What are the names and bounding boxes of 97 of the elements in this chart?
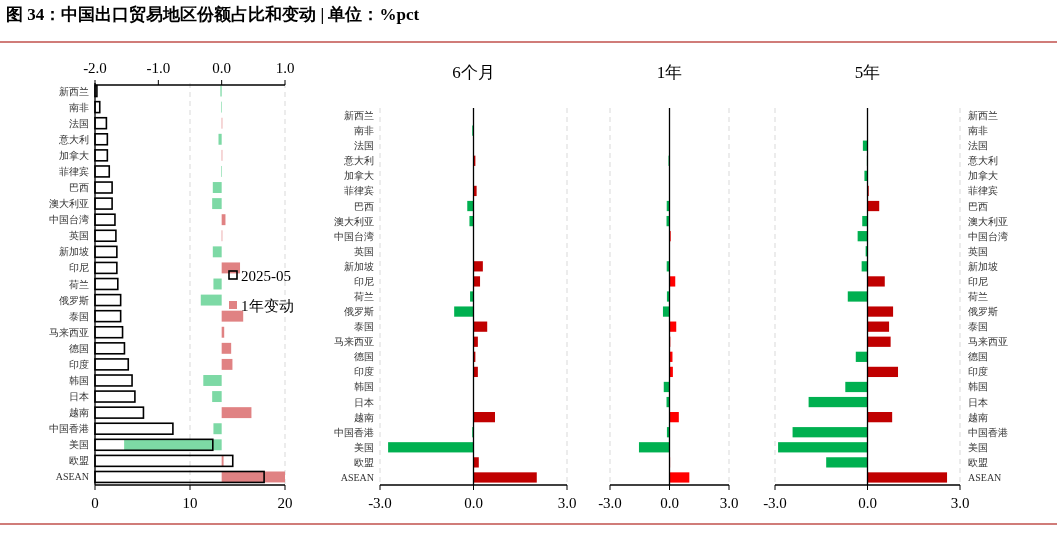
y-tick-label: 意大利 — [343, 155, 374, 167]
y-tick-label: 中国香港 — [968, 426, 1008, 438]
y-tick-label: 新加坡 — [968, 260, 998, 272]
y-tick-label: 巴西 — [968, 200, 988, 212]
x-tick-label: 0 — [91, 495, 99, 511]
y-tick-label: 菲律宾 — [968, 185, 998, 197]
y-tick-label: 美国 — [69, 439, 89, 451]
y-tick-label: 英国 — [69, 230, 89, 242]
y-tick-label: 印尼 — [968, 275, 988, 287]
chart-title: 图 34：中国出口贸易地区份额占比和变动 | 单位：%pct — [6, 5, 420, 24]
y-tick-label: 新加坡 — [59, 246, 89, 258]
y-tick-label: 俄罗斯 — [968, 306, 998, 318]
y-tick-label: 加拿大 — [59, 149, 89, 161]
y-tick-label: 美国 — [354, 441, 374, 453]
x-tick-label: 3.0 — [557, 495, 577, 511]
y-tick-label: 德国 — [354, 351, 374, 363]
y-tick-label: 英国 — [354, 245, 374, 257]
y-tick-label: 南非 — [69, 101, 89, 113]
y-tick-label: 韩国 — [69, 374, 89, 386]
y-tick-label: 新西兰 — [59, 85, 89, 97]
x2-tick-label: 0.0 — [212, 60, 232, 76]
y-tick-label: 新加坡 — [344, 260, 374, 272]
y-tick-label: 马来西亚 — [334, 336, 374, 348]
y-tick-label: 巴西 — [354, 200, 374, 212]
y-tick-label: 南非 — [354, 125, 374, 137]
y-tick-label: 印尼 — [69, 262, 89, 274]
y-tick-label: 越南 — [354, 411, 374, 423]
x2-tick-label: -1.0 — [146, 60, 171, 76]
y-tick-label: 菲律宾 — [59, 165, 89, 177]
y-tick-label: 荷兰 — [354, 291, 374, 302]
x-tick-label: -3.0 — [763, 495, 787, 511]
x2-tick-label: -2.0 — [83, 60, 107, 76]
x-tick-label: 3.0 — [950, 495, 970, 511]
y-tick-label: 泰国 — [69, 310, 89, 322]
y-tick-label: 中国香港 — [49, 423, 89, 435]
y-tick-label: 中国台湾 — [334, 230, 374, 242]
x-tick-label: 3.0 — [719, 495, 739, 511]
chart-title: 6个月 — [452, 63, 495, 82]
y-tick-label: 欧盟 — [968, 456, 988, 468]
x-tick-label: 20 — [277, 495, 293, 511]
y-tick-label: 俄罗斯 — [344, 306, 374, 318]
y-tick-label: 欧盟 — [354, 456, 374, 468]
y-tick-label: 法国 — [968, 140, 988, 152]
y-tick-label: 越南 — [69, 407, 89, 419]
chart-title: 5年 — [854, 63, 881, 82]
y-tick-label: 越南 — [968, 411, 988, 423]
y-tick-label: 泰国 — [354, 321, 374, 333]
y-tick-label: 菲律宾 — [344, 185, 374, 197]
x-tick-label: 0.0 — [660, 495, 679, 511]
y-tick-label: 荷兰 — [968, 291, 988, 302]
x-tick-label: -3.0 — [368, 495, 392, 511]
y-tick-label: 巴西 — [69, 182, 89, 194]
y-tick-label: 澳大利亚 — [49, 198, 89, 210]
x2-tick-label: 1.0 — [275, 60, 295, 76]
y-tick-label: 澳大利亚 — [968, 215, 1008, 227]
x-tick-label: 0.0 — [464, 495, 483, 511]
y-tick-label: 加拿大 — [344, 170, 374, 182]
y-tick-label: 德国 — [968, 351, 988, 363]
y-tick-label: 韩国 — [968, 381, 988, 393]
y-tick-label: 澳大利亚 — [334, 215, 374, 227]
y-tick-label: 马来西亚 — [968, 336, 1008, 348]
y-tick-label: 加拿大 — [968, 170, 998, 182]
y-tick-label: ASEAN — [55, 471, 89, 483]
y-tick-label: 欧盟 — [69, 455, 89, 467]
y-tick-label: 印度 — [69, 358, 89, 370]
y-tick-label: ASEAN — [340, 471, 374, 483]
y-tick-label: 新西兰 — [968, 110, 998, 122]
x-tick-label: -3.0 — [598, 495, 622, 511]
chart-title: 1年 — [656, 63, 683, 82]
y-tick-label: 韩国 — [354, 381, 374, 393]
y-tick-label: 英国 — [968, 245, 988, 257]
y-tick-label: 日本 — [354, 396, 374, 408]
y-tick-label: 日本 — [69, 391, 89, 403]
y-tick-label: 中国香港 — [334, 426, 374, 438]
y-tick-label: 印度 — [354, 366, 374, 378]
y-tick-label: 中国台湾 — [968, 230, 1008, 242]
y-tick-label: 意大利 — [967, 155, 998, 167]
y-tick-label: 马来西亚 — [49, 326, 89, 338]
y-tick-label: 泰国 — [968, 321, 988, 333]
y-tick-label: 俄罗斯 — [59, 294, 89, 306]
y-tick-label: 法国 — [69, 117, 89, 129]
y-tick-label: 德国 — [69, 342, 89, 354]
legend-label: 1年变动 — [241, 298, 294, 314]
y-tick-label: 日本 — [968, 396, 988, 408]
legend-label: 2025-05 — [241, 268, 291, 284]
x-tick-label: 10 — [182, 495, 198, 511]
y-tick-label: 印尼 — [354, 275, 374, 287]
y-tick-label: 新西兰 — [344, 110, 374, 122]
y-tick-label: ASEAN — [968, 471, 1002, 483]
y-tick-label: 美国 — [968, 441, 988, 453]
y-tick-label: 中国台湾 — [49, 214, 89, 226]
y-tick-label: 南非 — [968, 125, 988, 137]
y-tick-label: 法国 — [354, 140, 374, 152]
y-tick-label: 印度 — [968, 366, 988, 378]
x-tick-label: 0.0 — [858, 495, 877, 511]
y-tick-label: 荷兰 — [69, 278, 89, 290]
y-tick-label: 意大利 — [58, 133, 89, 145]
